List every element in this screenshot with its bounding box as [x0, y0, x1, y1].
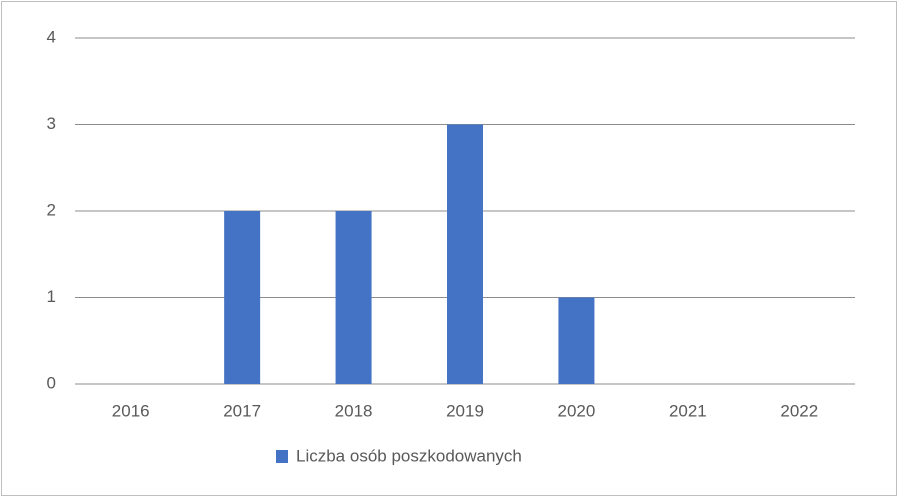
y-tick-label: 3 [47, 114, 56, 133]
bar [335, 211, 372, 384]
x-tick-label: 2018 [335, 401, 373, 420]
x-tick-label: 2021 [669, 401, 707, 420]
x-tick-label: 2016 [112, 401, 150, 420]
legend-label: Liczba osób poszkodowanych [296, 446, 522, 465]
y-tick-label: 4 [47, 27, 56, 46]
y-tick-label: 2 [47, 200, 56, 219]
x-tick-label: 2017 [223, 401, 261, 420]
y-tick-label: 1 [47, 287, 56, 306]
bar [224, 211, 261, 384]
y-tick-label: 0 [47, 373, 56, 392]
bar [447, 124, 483, 384]
legend-swatch [276, 450, 288, 463]
bar [558, 297, 595, 384]
x-tick-label: 2019 [446, 401, 484, 420]
x-tick-label: 2020 [558, 401, 596, 420]
x-tick-label: 2022 [780, 401, 818, 420]
